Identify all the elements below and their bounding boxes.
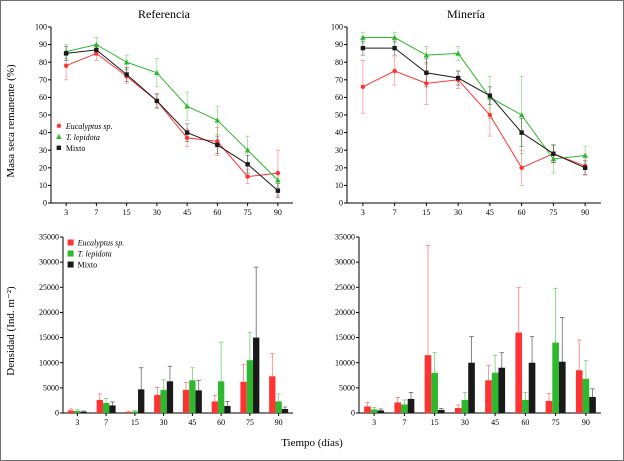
svg-text:T. lepidota: T. lepidota <box>78 250 112 259</box>
svg-text:40: 40 <box>39 128 47 137</box>
svg-text:45: 45 <box>183 208 191 217</box>
svg-text:35000: 35000 <box>335 233 355 242</box>
svg-text:20: 20 <box>335 163 343 172</box>
line-chart-masa-mineria: 0 10 20 30 40 50 60 70 80 90 100 3 7 15 30 45 60 75 90 <box>331 23 601 217</box>
svg-text:75: 75 <box>244 208 252 217</box>
svg-text:45: 45 <box>188 418 196 427</box>
svg-text:60: 60 <box>521 418 529 427</box>
svg-text:15: 15 <box>431 418 439 427</box>
svg-text:0: 0 <box>55 409 59 418</box>
svg-text:10000: 10000 <box>39 358 59 367</box>
svg-text:Mixto: Mixto <box>66 144 86 153</box>
svg-text:7: 7 <box>393 208 397 217</box>
svg-text:25000: 25000 <box>39 283 59 292</box>
svg-text:25000: 25000 <box>335 283 355 292</box>
svg-text:60: 60 <box>213 208 221 217</box>
svg-text:15: 15 <box>131 418 139 427</box>
svg-text:Eucalyptus sp.: Eucalyptus sp. <box>65 122 113 131</box>
bar-chart-densidad-mineria: 0 5000 10000 15000 20000 25000 30000 35000 3 7 15 3… <box>335 233 601 427</box>
svg-text:30: 30 <box>454 208 462 217</box>
svg-text:50: 50 <box>335 111 343 120</box>
svg-text:15000: 15000 <box>335 333 355 342</box>
y-axis-label-masa: Masa seca remanente (%) <box>5 64 17 178</box>
svg-text:T. lepidota: T. lepidota <box>66 133 100 142</box>
svg-text:80: 80 <box>39 58 47 67</box>
svg-text:90: 90 <box>274 208 282 217</box>
svg-text:30: 30 <box>335 146 343 155</box>
svg-text:3: 3 <box>372 418 376 427</box>
svg-text:20000: 20000 <box>39 308 59 317</box>
svg-text:7: 7 <box>104 418 108 427</box>
svg-text:90: 90 <box>335 40 343 49</box>
x-axis-label-tiempo: Tiempo (días) <box>281 437 343 449</box>
svg-text:20: 20 <box>39 163 47 172</box>
svg-text:Mixto: Mixto <box>78 261 98 270</box>
svg-text:45: 45 <box>491 418 499 427</box>
svg-text:5000: 5000 <box>339 383 355 392</box>
svg-text:0: 0 <box>339 199 343 208</box>
svg-text:10000: 10000 <box>335 358 355 367</box>
svg-text:90: 90 <box>581 208 589 217</box>
svg-text:15: 15 <box>422 208 430 217</box>
svg-text:7: 7 <box>94 208 98 217</box>
svg-text:60: 60 <box>217 418 225 427</box>
svg-text:60: 60 <box>39 93 47 102</box>
svg-text:0: 0 <box>351 409 355 418</box>
svg-text:60: 60 <box>335 93 343 102</box>
panel-title-referencia: Referencia <box>138 7 190 21</box>
svg-text:70: 70 <box>335 75 343 84</box>
svg-text:50: 50 <box>39 111 47 120</box>
svg-text:30: 30 <box>153 208 161 217</box>
svg-text:100: 100 <box>35 23 47 32</box>
svg-text:60: 60 <box>518 208 526 217</box>
svg-text:35000: 35000 <box>39 233 59 242</box>
svg-text:15: 15 <box>123 208 131 217</box>
svg-text:100: 100 <box>331 23 343 32</box>
svg-text:30: 30 <box>39 146 47 155</box>
line-chart-masa-referencia: 0 10 20 30 40 50 60 70 80 90 100 3 7 15 30 45 60 75 90 Euca… <box>35 23 293 217</box>
svg-text:80: 80 <box>335 58 343 67</box>
svg-text:90: 90 <box>582 418 590 427</box>
panel-title-mineria: Minería <box>447 7 485 21</box>
svg-text:5000: 5000 <box>43 383 59 392</box>
svg-text:40: 40 <box>335 128 343 137</box>
svg-text:30: 30 <box>160 418 168 427</box>
svg-text:Eucalyptus sp.: Eucalyptus sp. <box>77 239 125 248</box>
svg-text:75: 75 <box>552 418 560 427</box>
svg-text:90: 90 <box>39 40 47 49</box>
svg-text:30000: 30000 <box>335 258 355 267</box>
svg-text:3: 3 <box>64 208 68 217</box>
bar-chart-densidad-referencia: 0 5000 10000 15000 20000 25000 30000 35000 3 7 15 3… <box>39 233 293 427</box>
svg-text:15000: 15000 <box>39 333 59 342</box>
svg-text:75: 75 <box>246 418 254 427</box>
svg-text:20000: 20000 <box>335 308 355 317</box>
svg-text:0: 0 <box>43 199 47 208</box>
svg-text:30000: 30000 <box>39 258 59 267</box>
svg-text:30: 30 <box>461 418 469 427</box>
svg-text:45: 45 <box>486 208 494 217</box>
svg-text:3: 3 <box>361 208 365 217</box>
svg-text:10: 10 <box>335 181 343 190</box>
svg-text:3: 3 <box>75 418 79 427</box>
svg-text:75: 75 <box>549 208 557 217</box>
y-axis-label-densidad: Densidad (Ind. m⁻²) <box>5 286 17 376</box>
svg-text:10: 10 <box>39 181 47 190</box>
svg-text:90: 90 <box>275 418 283 427</box>
svg-text:7: 7 <box>402 418 406 427</box>
svg-text:70: 70 <box>39 75 47 84</box>
